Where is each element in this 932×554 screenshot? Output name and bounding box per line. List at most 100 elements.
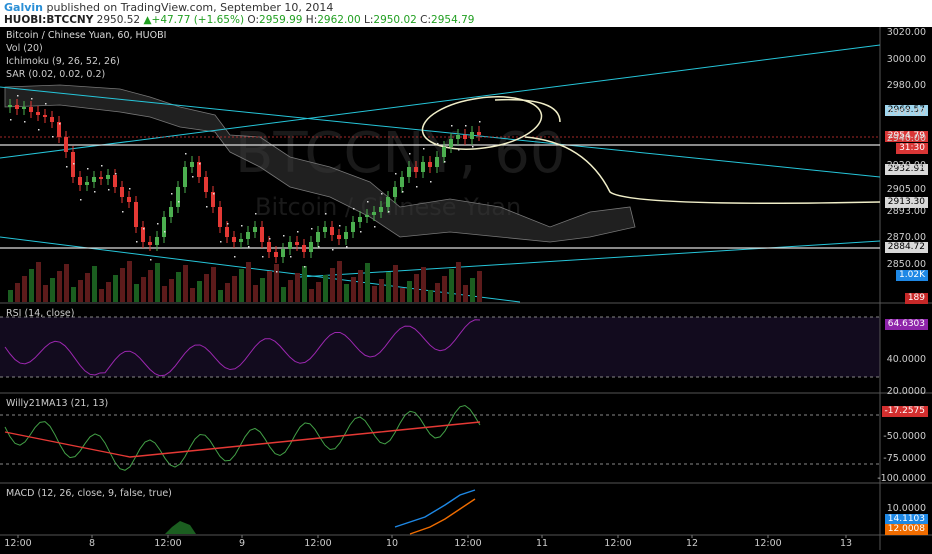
- annotation-circle: [421, 96, 543, 150]
- volume-bar: [183, 265, 188, 302]
- candle-body: [400, 177, 404, 187]
- indicator-vol[interactable]: Vol (20): [6, 43, 43, 54]
- candle-body: [260, 227, 264, 242]
- volume-bar: [197, 281, 202, 302]
- volume-bar: [204, 274, 209, 302]
- candle-body: [351, 222, 355, 232]
- sar-dot: [220, 241, 222, 243]
- price-tick: 3000.00: [886, 54, 926, 65]
- candle-body: [197, 162, 201, 177]
- candle-body: [120, 187, 124, 197]
- candle-body: [295, 242, 299, 245]
- volume-bar: [218, 290, 223, 302]
- sar-dot: [353, 208, 355, 210]
- volume-bar: [141, 277, 146, 302]
- price-tick: 2960.00: [886, 107, 926, 118]
- candle-body: [456, 135, 460, 139]
- indicator-ichimoku[interactable]: Ichimoku (9, 26, 52, 26): [6, 56, 120, 67]
- candle-body: [50, 117, 54, 122]
- sar-dot: [360, 231, 362, 233]
- signal-tag: 12.0008: [884, 524, 928, 535]
- sar-dot: [199, 163, 201, 165]
- time-tick: 10: [386, 538, 398, 549]
- sar-dot: [101, 165, 103, 167]
- sar-dot: [276, 271, 278, 273]
- candle-body: [288, 242, 292, 249]
- symbol[interactable]: HUOBI:BTCCNY: [4, 14, 94, 26]
- macd-line: [394, 489, 476, 528]
- sar-dot: [374, 226, 376, 228]
- rsi-value-tag: 64.6303: [884, 319, 928, 330]
- volume-bar: [29, 269, 34, 302]
- volume-bar: [211, 267, 216, 302]
- sar-dot: [416, 186, 418, 188]
- sar-dot: [269, 238, 271, 240]
- sar-dot: [185, 153, 187, 155]
- signal-line: [409, 498, 476, 535]
- sar-dot: [402, 191, 404, 193]
- sar-dot: [143, 228, 145, 230]
- candle-body: [22, 107, 26, 109]
- candle-body: [106, 175, 110, 179]
- price-change: +47.77 (+1.65%): [151, 14, 245, 26]
- sar-dot: [115, 173, 117, 175]
- candle-body: [162, 217, 166, 237]
- macd-title[interactable]: MACD (12, 26, close, 9, false, true): [6, 488, 172, 499]
- time-tick: 12:00: [154, 538, 181, 549]
- chart-header: Galvin published on TradingView.com, Sep…: [0, 0, 932, 27]
- close-value: 2954.79: [431, 14, 475, 26]
- candle-body: [239, 239, 243, 242]
- chart-area[interactable]: BTCCNY, 60 Bitcoin / Chinese Yuan: [0, 27, 932, 550]
- candle-body: [435, 157, 439, 167]
- candle-body: [449, 139, 453, 147]
- volume-bar: [463, 285, 468, 302]
- volume-bar: [435, 283, 440, 302]
- candle-body: [393, 187, 397, 197]
- published-text: published on TradingView.com, September …: [46, 1, 334, 14]
- volume-bar: [428, 290, 433, 302]
- volume-bar: [64, 264, 69, 302]
- volume-bar: [43, 285, 48, 302]
- price-tick: 2920.00: [886, 160, 926, 171]
- volume-bar: [393, 265, 398, 302]
- sar-dot: [38, 129, 40, 131]
- low-value: 2950.02: [373, 14, 417, 26]
- sar-dot: [325, 213, 327, 215]
- volume-bar: [386, 272, 391, 302]
- price-tag: 2932.91: [884, 164, 928, 175]
- candle-body: [211, 192, 215, 207]
- price-tag: 2969.57: [884, 105, 928, 116]
- sar-dot: [437, 143, 439, 145]
- sar-dot: [472, 146, 474, 148]
- price-tag: 2954.79: [884, 131, 928, 142]
- sar-dot: [87, 168, 89, 170]
- price-tag: 2884.72: [884, 242, 928, 253]
- candle-body: [477, 132, 481, 135]
- volume-bar: [127, 261, 132, 302]
- time-axis: 12:00 8 12:00 9 12:00 10 12:00 11 12:00 12 12:00 13: [4, 535, 852, 549]
- candle-body: [442, 147, 446, 157]
- volume-tag: 1.02K: [896, 270, 928, 281]
- macd-tick: 10.0000: [886, 503, 926, 514]
- volume-bars: [8, 261, 482, 302]
- macd-tag: 14.1103: [884, 514, 928, 525]
- willy-title[interactable]: Willy21MA13 (21, 13): [6, 398, 109, 409]
- candle-body: [64, 137, 68, 152]
- indicator-sar[interactable]: SAR (0.02, 0.02, 0.2): [6, 69, 106, 80]
- volume-bar: [295, 273, 300, 302]
- author-name[interactable]: Galvin: [4, 1, 43, 14]
- willy-tick: -75.0000: [883, 453, 926, 464]
- sar-dot: [388, 211, 390, 213]
- sar-dot: [290, 256, 292, 258]
- time-tick: 12:00: [604, 538, 631, 549]
- chart-canvas[interactable]: BTCCNY, 60 Bitcoin / Chinese Yuan: [0, 27, 932, 550]
- rsi-title[interactable]: RSI (14, close): [6, 308, 75, 319]
- trendline-upper: [0, 86, 881, 178]
- time-tick: 13: [840, 538, 852, 549]
- sar-dot: [458, 149, 460, 151]
- volume-bar: [407, 281, 412, 302]
- candle-body: [225, 227, 229, 237]
- sar-dot: [52, 136, 54, 138]
- volume-bar: [337, 261, 342, 302]
- volume-bar: [302, 266, 307, 302]
